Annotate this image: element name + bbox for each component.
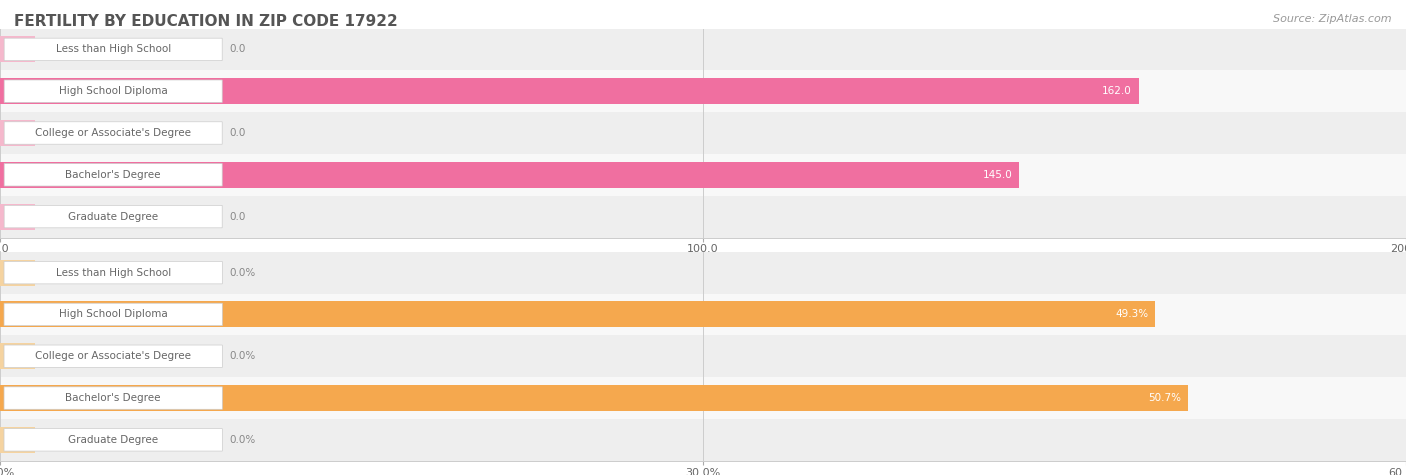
Bar (0, 427, 35, 453)
Text: Source: ZipAtlas.com: Source: ZipAtlas.com (1274, 14, 1392, 24)
Text: High School Diploma: High School Diploma (59, 309, 167, 320)
FancyBboxPatch shape (4, 428, 222, 451)
Text: FERTILITY BY EDUCATION IN ZIP CODE 17922: FERTILITY BY EDUCATION IN ZIP CODE 17922 (14, 14, 398, 29)
Text: Less than High School: Less than High School (56, 44, 170, 55)
Bar (0, 252, 1406, 294)
FancyBboxPatch shape (4, 303, 222, 326)
Bar (0, 112, 1406, 154)
Text: Less than High School: Less than High School (56, 267, 170, 278)
Bar (0, 260, 35, 285)
Bar (0, 120, 35, 146)
Bar (0, 377, 1406, 419)
Bar (0, 419, 1406, 461)
Text: College or Associate's Degree: College or Associate's Degree (35, 351, 191, 361)
Text: 0.0%: 0.0% (229, 351, 256, 361)
FancyBboxPatch shape (4, 205, 222, 228)
FancyBboxPatch shape (4, 80, 222, 103)
Bar (0, 204, 35, 229)
Bar (0, 154, 1406, 196)
Bar (0, 385, 1188, 411)
Bar (0, 335, 1406, 377)
Bar (0, 294, 1406, 335)
Text: 0.0: 0.0 (229, 211, 246, 222)
Text: High School Diploma: High School Diploma (59, 86, 167, 96)
Bar (0, 343, 35, 369)
Text: Graduate Degree: Graduate Degree (67, 211, 159, 222)
Bar (0, 196, 1406, 238)
Text: 49.3%: 49.3% (1115, 309, 1149, 320)
Bar (0, 162, 1019, 188)
Bar (0, 70, 1406, 112)
Text: 162.0: 162.0 (1102, 86, 1132, 96)
Text: Graduate Degree: Graduate Degree (67, 435, 159, 445)
Bar (0, 28, 1406, 70)
Text: 0.0: 0.0 (229, 44, 246, 55)
FancyBboxPatch shape (4, 345, 222, 368)
Text: 0.0%: 0.0% (229, 435, 256, 445)
Text: Bachelor's Degree: Bachelor's Degree (66, 393, 160, 403)
Bar (0, 302, 1156, 327)
FancyBboxPatch shape (4, 122, 222, 144)
Text: 50.7%: 50.7% (1149, 393, 1181, 403)
FancyBboxPatch shape (4, 387, 222, 409)
Text: 145.0: 145.0 (983, 170, 1012, 180)
FancyBboxPatch shape (4, 38, 222, 61)
FancyBboxPatch shape (4, 261, 222, 284)
Text: College or Associate's Degree: College or Associate's Degree (35, 128, 191, 138)
Bar (0, 37, 35, 62)
Bar (0, 78, 1139, 104)
FancyBboxPatch shape (4, 163, 222, 186)
Text: 0.0: 0.0 (229, 128, 246, 138)
Text: Bachelor's Degree: Bachelor's Degree (66, 170, 160, 180)
Text: 0.0%: 0.0% (229, 267, 256, 278)
